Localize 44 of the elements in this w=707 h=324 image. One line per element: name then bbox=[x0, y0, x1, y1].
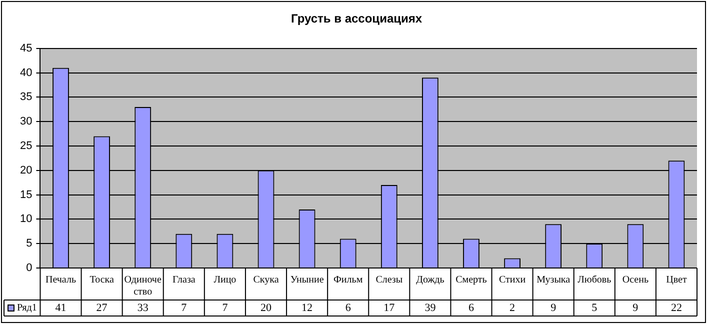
data-label: 9 bbox=[632, 302, 639, 314]
y-tick-label: 25 bbox=[20, 140, 32, 152]
x-tick-label: Музыка bbox=[536, 274, 571, 286]
x-tick-label: Фильм bbox=[334, 274, 364, 286]
data-label: 22 bbox=[670, 302, 682, 314]
x-tick-label: Осень bbox=[622, 274, 649, 286]
data-label: 7 bbox=[181, 302, 188, 314]
x-tick-label: Смерть bbox=[456, 274, 488, 286]
data-label: 9 bbox=[550, 302, 557, 314]
data-label: 12 bbox=[302, 302, 313, 314]
data-label: 41 bbox=[55, 302, 66, 314]
data-label: 5 bbox=[592, 302, 598, 314]
x-tick-label: Любовь bbox=[578, 274, 612, 286]
y-tick-label: 20 bbox=[20, 164, 32, 176]
x-tick-label: Слезы bbox=[376, 274, 403, 286]
y-tick-label: 5 bbox=[26, 238, 32, 250]
x-tick-label: Тоска bbox=[90, 274, 114, 286]
data-label: 20 bbox=[260, 302, 272, 314]
data-label: 27 bbox=[96, 302, 108, 314]
y-tick-label: 30 bbox=[20, 116, 32, 128]
x-tick-label: Лицо bbox=[214, 274, 236, 286]
data-label: 6 bbox=[468, 302, 474, 314]
legend-label: Ряд1 bbox=[17, 302, 37, 314]
x-tick-label: Печаль bbox=[45, 274, 76, 286]
data-label: 6 bbox=[345, 302, 352, 314]
x-tick-label: Глаза bbox=[172, 274, 196, 286]
data-label: 2 bbox=[510, 302, 516, 314]
x-tick-label: Одиночество bbox=[124, 274, 162, 298]
x-tick-label: Дождь bbox=[416, 274, 445, 286]
y-tick-label: 35 bbox=[20, 91, 32, 104]
data-label: 7 bbox=[222, 302, 228, 314]
x-tick-label: Скука bbox=[253, 274, 280, 286]
y-tick-label: 45 bbox=[20, 42, 32, 54]
x-tick-label: Уныние bbox=[290, 274, 324, 286]
x-tick-label: Цвет bbox=[666, 274, 688, 286]
y-tick-label: 15 bbox=[20, 188, 32, 201]
y-tick-label: 0 bbox=[26, 262, 32, 274]
x-tick-label: Стихи bbox=[498, 274, 526, 286]
chart-title: Грусть в ассоциациях bbox=[290, 12, 422, 26]
data-label: 33 bbox=[137, 302, 149, 314]
data-label: 39 bbox=[424, 302, 436, 314]
y-tick-label: 40 bbox=[20, 66, 32, 79]
data-label: 17 bbox=[384, 302, 396, 314]
y-tick-label: 10 bbox=[20, 213, 32, 226]
